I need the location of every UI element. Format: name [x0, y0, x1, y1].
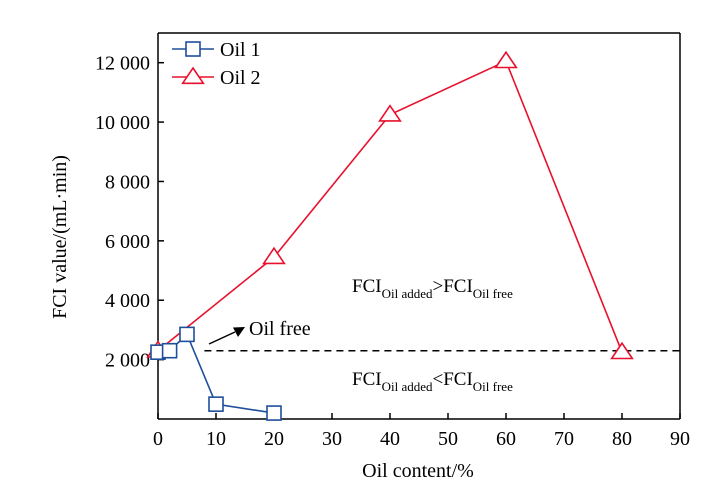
series-layer [146, 50, 634, 421]
oil-free-arrowhead [233, 327, 245, 337]
lower-sub-2: Oil free [473, 379, 513, 394]
lower-region-annotation: FCIOil added<FCIOil free [352, 369, 513, 394]
plot-area [157, 32, 681, 420]
legend-marker [185, 41, 201, 57]
upper-relation: > [432, 276, 443, 297]
x-tick-label: 50 [438, 428, 458, 450]
legend-item: Oil 2 [172, 66, 261, 89]
oil-free-arrow [208, 331, 236, 345]
data-point [208, 396, 224, 412]
upper-region-annotation: FCIOil added>FCIOil free [352, 276, 513, 301]
x-tick-label: 30 [322, 428, 342, 450]
data-point [262, 246, 286, 265]
upper-sub-2: Oil free [473, 286, 513, 301]
x-tick-label: 10 [206, 428, 226, 450]
y-tick-label: 4 000 [105, 290, 150, 312]
x-tick-label: 70 [554, 428, 574, 450]
oil-free-annotation: Oil free [208, 318, 311, 345]
data-point [266, 405, 282, 421]
oil-free-label: Oil free [249, 318, 311, 340]
x-tick-label: 20 [264, 428, 284, 450]
x-axis-ticks: 0 10 20 30 40 50 60 70 80 90 [153, 413, 690, 450]
x-tick-label: 40 [380, 428, 400, 450]
upper-sub-1: Oil added [382, 286, 433, 301]
legend: Oil 1 Oil 2 [172, 39, 261, 89]
y-axis-ticks: 2 000 4 000 6 000 8 000 10 000 12 000 [95, 53, 164, 372]
series-oil-1 [150, 326, 282, 421]
legend-label: Oil 2 [220, 67, 261, 89]
series-oil-2 [146, 50, 634, 360]
data-point [161, 342, 178, 359]
lower-fci-1: FCI [352, 369, 382, 390]
lower-relation: < [432, 369, 443, 390]
y-tick-label: 12 000 [95, 53, 150, 75]
lower-sub-1: Oil added [382, 379, 433, 394]
data-point [179, 326, 195, 343]
y-tick-label: 10 000 [95, 112, 150, 134]
upper-fci-1: FCI [352, 276, 382, 297]
x-tick-label: 0 [153, 428, 163, 450]
data-point [378, 104, 402, 122]
legend-marker [181, 66, 205, 85]
x-tick-label: 90 [670, 428, 690, 450]
lower-fci-2: FCI [443, 369, 473, 390]
data-point [494, 50, 518, 69]
x-axis-label: Oil content/% [362, 460, 474, 482]
data-point [610, 341, 634, 360]
y-tick-label: 6 000 [105, 231, 150, 253]
upper-fci-2: FCI [443, 276, 473, 297]
y-tick-label: 2 000 [105, 350, 150, 372]
y-axis-label: FCI value/(mL·min) [49, 155, 71, 319]
legend-label: Oil 1 [220, 39, 261, 61]
x-tick-label: 60 [496, 428, 516, 450]
y-tick-label: 8 000 [105, 171, 150, 193]
legend-item: Oil 1 [172, 39, 261, 61]
x-tick-label: 80 [612, 428, 632, 450]
